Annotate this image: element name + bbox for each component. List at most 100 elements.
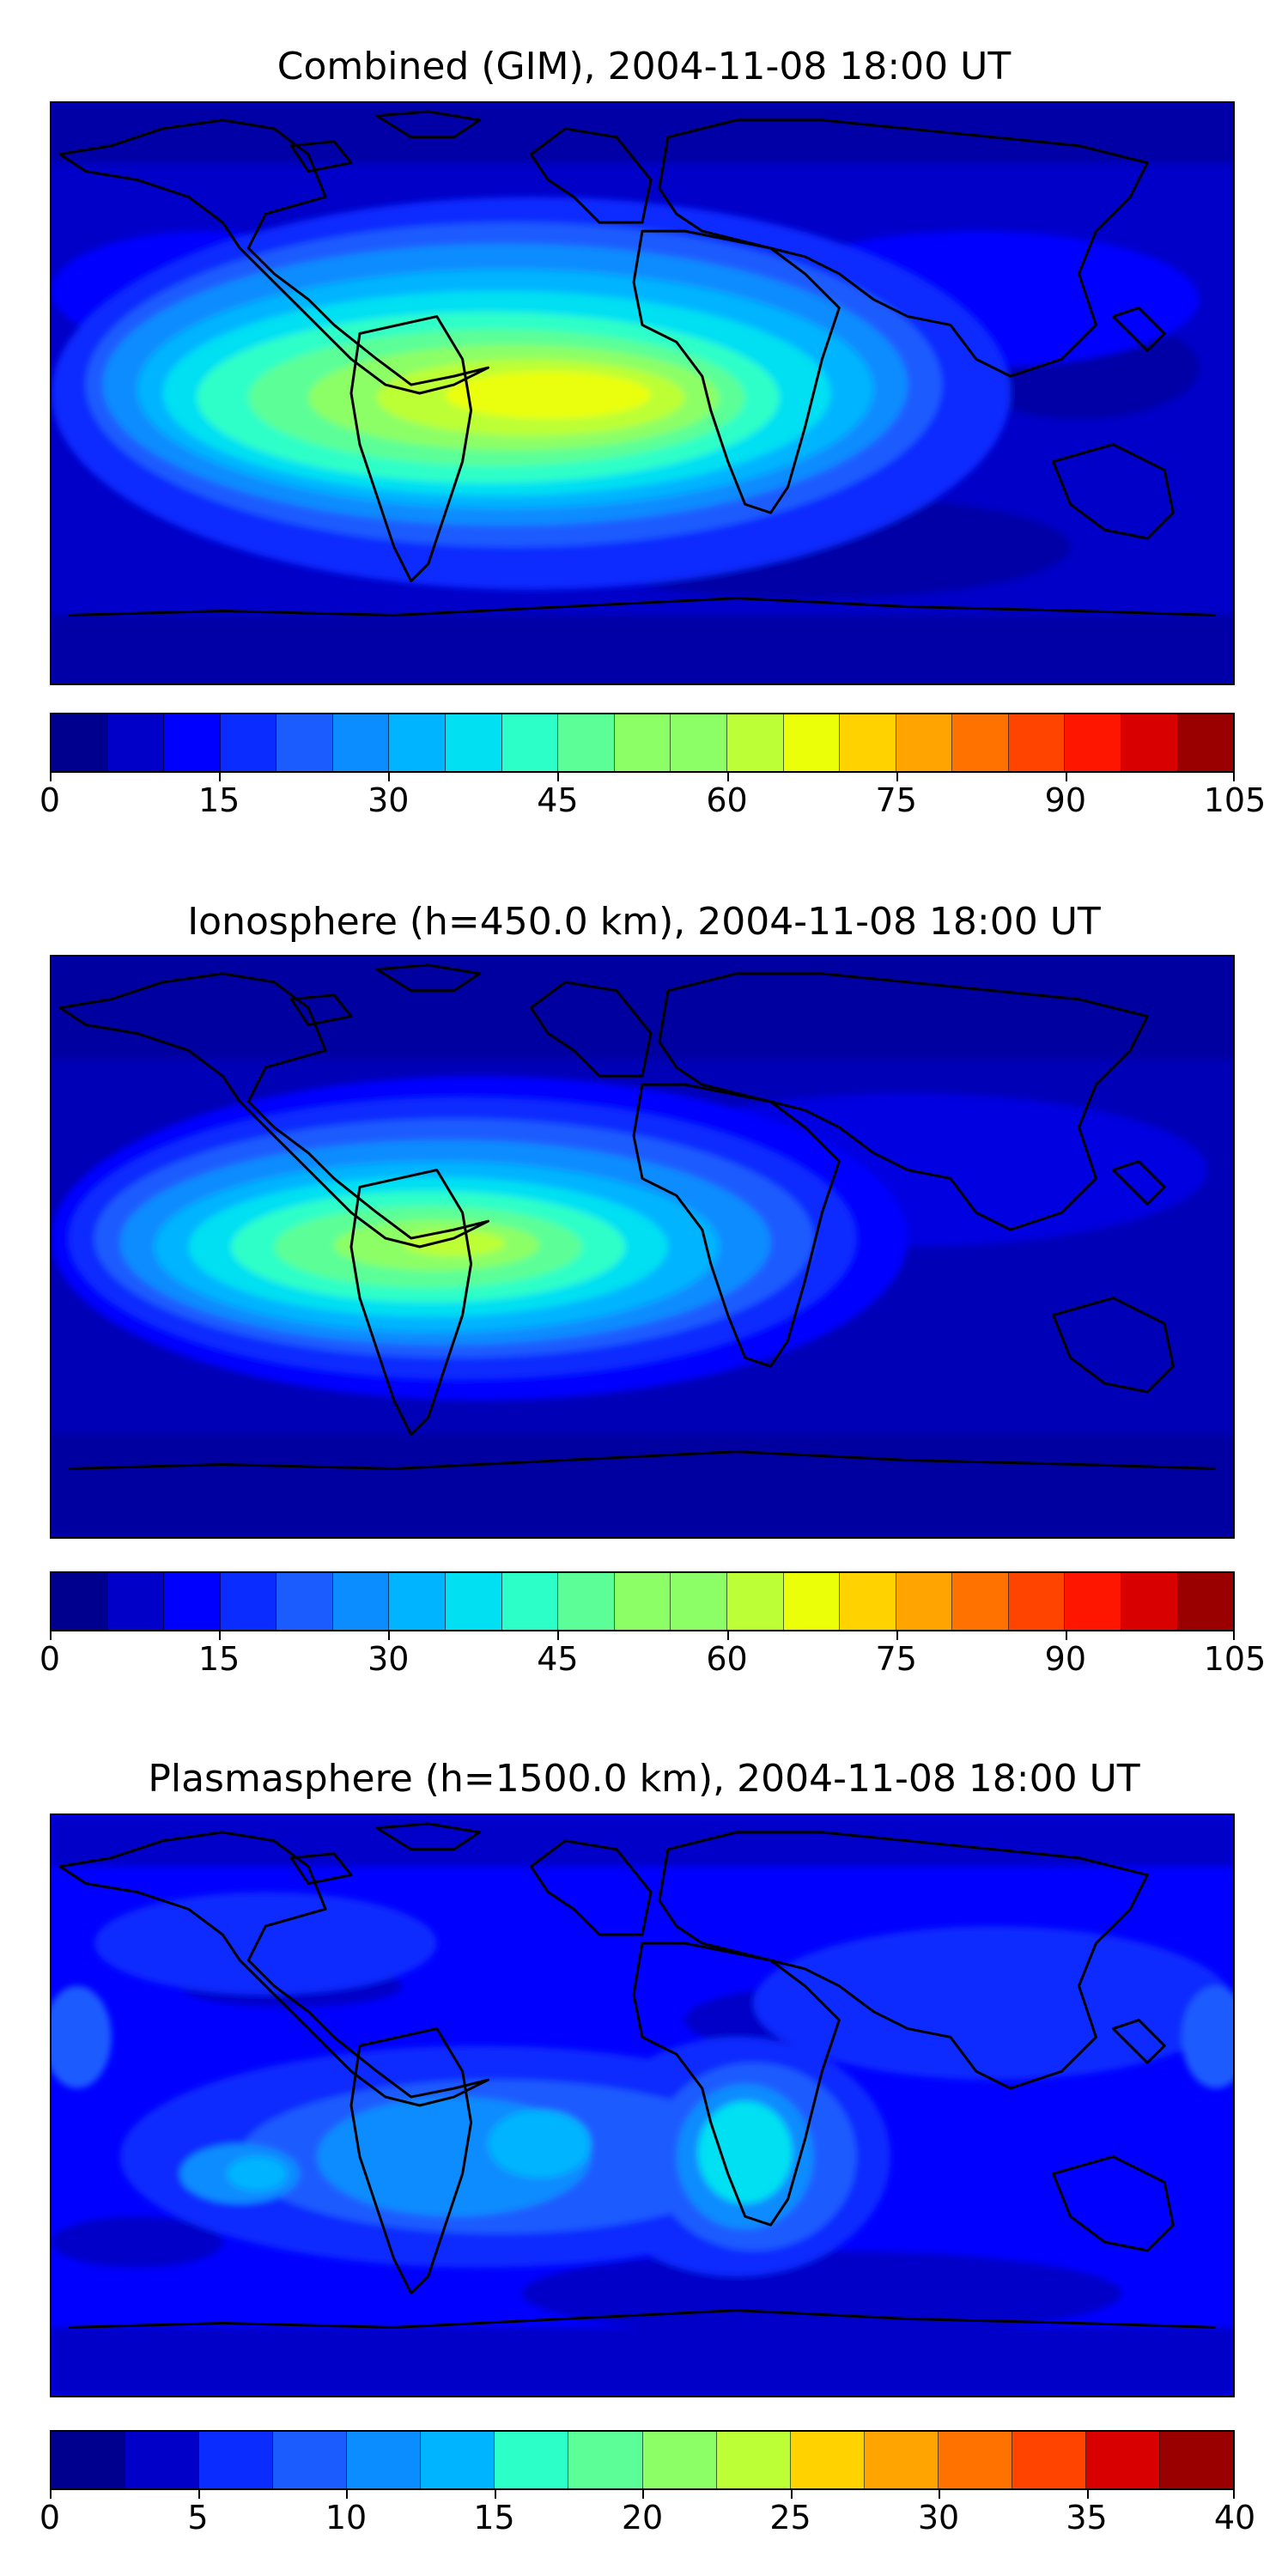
colorbar-segment [446, 714, 502, 771]
colorbar-segment [726, 714, 784, 771]
colorbar-segment [501, 714, 559, 771]
colorbar-tick-mark [219, 1631, 222, 1640]
colorbar-segment [1121, 1573, 1178, 1630]
colorbar-tick-mark [197, 2490, 200, 2499]
colorbar-segment [614, 714, 671, 771]
colorbar-tick-mark [1065, 1631, 1067, 1640]
colorbar-segment [726, 1573, 784, 1630]
plasmasphere-colorbar [50, 2430, 1235, 2490]
colorbar-tick-mark [726, 773, 729, 781]
colorbar-tick-mark [557, 773, 560, 781]
colorbar-segment [501, 1573, 559, 1630]
colorbar-segment [52, 1573, 108, 1630]
plasmasphere-colorbar-ticks: 0 5 10 15 20 25 30 35 40 [39, 2490, 1255, 2542]
colorbar-segment [558, 714, 615, 771]
colorbar-tick-mark [50, 773, 52, 781]
colorbar-segment [642, 2432, 717, 2488]
colorbar-segment [273, 2432, 348, 2488]
colorbar-tick-label: 90 [1044, 781, 1087, 819]
colorbar-segment [446, 1573, 502, 1630]
colorbar-segment [671, 1573, 727, 1630]
combined-gim-heatmap [52, 103, 1233, 683]
colorbar-tick-mark [1233, 773, 1235, 781]
colorbar-tick-label: 90 [1044, 1640, 1087, 1678]
colorbar-segment [164, 714, 221, 771]
colorbar-segment [332, 714, 390, 771]
colorbar-tick-label: 30 [368, 1640, 410, 1678]
colorbar-segment [199, 2432, 274, 2488]
colorbar-segment [1085, 2432, 1160, 2488]
plasmasphere-map [50, 1814, 1235, 2397]
colorbar-tick-mark [388, 773, 391, 781]
colorbar-segment [107, 1573, 165, 1630]
colorbar-tick-label: 0 [39, 2499, 61, 2537]
colorbar-segment [952, 714, 1009, 771]
colorbar-segment [421, 2432, 495, 2488]
colorbar-tick-label: 25 [769, 2499, 811, 2537]
colorbar-segment [347, 2432, 422, 2488]
colorbar-tick-mark [726, 1631, 729, 1640]
colorbar-tick-label: 45 [537, 1640, 579, 1678]
colorbar-tick-label: 105 [1203, 781, 1267, 819]
colorbar-tick-mark [939, 2490, 940, 2499]
colorbar-tick-label: 5 [187, 2499, 209, 2537]
ionosphere-heatmap [52, 957, 1233, 1537]
colorbar-tick-label: 15 [197, 781, 240, 819]
colorbar-tick-mark [219, 773, 222, 781]
colorbar-tick-mark [1233, 2490, 1235, 2499]
plasmasphere-heatmap [52, 1815, 1233, 2396]
colorbar-tick-mark [50, 1631, 52, 1640]
colorbar-segment [1177, 1573, 1234, 1630]
colorbar-segment [276, 1573, 333, 1630]
colorbar-segment [1008, 714, 1066, 771]
colorbar-segment [107, 714, 165, 771]
colorbar-tick-mark [346, 2490, 348, 2499]
colorbar-segment [864, 2432, 939, 2488]
colorbar-tick-label: 60 [706, 1640, 748, 1678]
colorbar-tick-label: 40 [1213, 2499, 1256, 2537]
colorbar-tick-label: 0 [39, 781, 61, 819]
colorbar-segment [568, 2432, 643, 2488]
combined-gim-map [50, 101, 1235, 685]
colorbar-segment [125, 2432, 200, 2488]
colorbar-segment [840, 714, 896, 771]
colorbar-tick-label: 15 [473, 2499, 515, 2537]
colorbar-segment [332, 1573, 390, 1630]
ionosphere-map [50, 955, 1235, 1539]
panel-1-title: Combined (GIM), 2004-11-08 18:00 UT [276, 45, 1012, 88]
colorbar-segment [220, 714, 277, 771]
colorbar-segment [952, 1573, 1009, 1630]
colorbar-segment [1121, 714, 1178, 771]
combined-gim-colorbar [50, 713, 1235, 773]
colorbar-segment [389, 714, 447, 771]
colorbar-tick-label: 45 [537, 781, 579, 819]
colorbar-segment [164, 1573, 221, 1630]
colorbar-tick-mark [1065, 773, 1067, 781]
colorbar-tick-mark [1233, 1631, 1235, 1640]
colorbar-segment [389, 1573, 447, 1630]
ionosphere-colorbar [50, 1571, 1235, 1631]
colorbar-segment [716, 2432, 791, 2488]
colorbar-tick-label: 30 [368, 781, 410, 819]
colorbar-segment [52, 714, 108, 771]
colorbar-segment [614, 1573, 671, 1630]
colorbar-tick-mark [790, 2490, 793, 2499]
colorbar-tick-label: 30 [917, 2499, 960, 2537]
colorbar-segment [1065, 1573, 1121, 1630]
colorbar-tick-label: 75 [875, 781, 917, 819]
colorbar-tick-label: 15 [197, 1640, 240, 1678]
colorbar-tick-label: 10 [325, 2499, 368, 2537]
colorbar-tick-mark [896, 1631, 898, 1640]
colorbar-tick-label: 0 [39, 1640, 61, 1678]
colorbar-segment [783, 1573, 841, 1630]
colorbar-segment [1065, 714, 1121, 771]
colorbar-tick-mark [50, 2490, 52, 2499]
colorbar-tick-label: 105 [1203, 1640, 1267, 1678]
colorbar-tick-label: 60 [706, 781, 748, 819]
colorbar-tick-mark [642, 2490, 644, 2499]
colorbar-segment [220, 1573, 277, 1630]
colorbar-segment [790, 2432, 865, 2488]
panel-2-title: Ionosphere (h=450.0 km), 2004-11-08 18:0… [187, 900, 1101, 944]
colorbar-segment [1012, 2432, 1086, 2488]
colorbar-segment [52, 2432, 126, 2488]
